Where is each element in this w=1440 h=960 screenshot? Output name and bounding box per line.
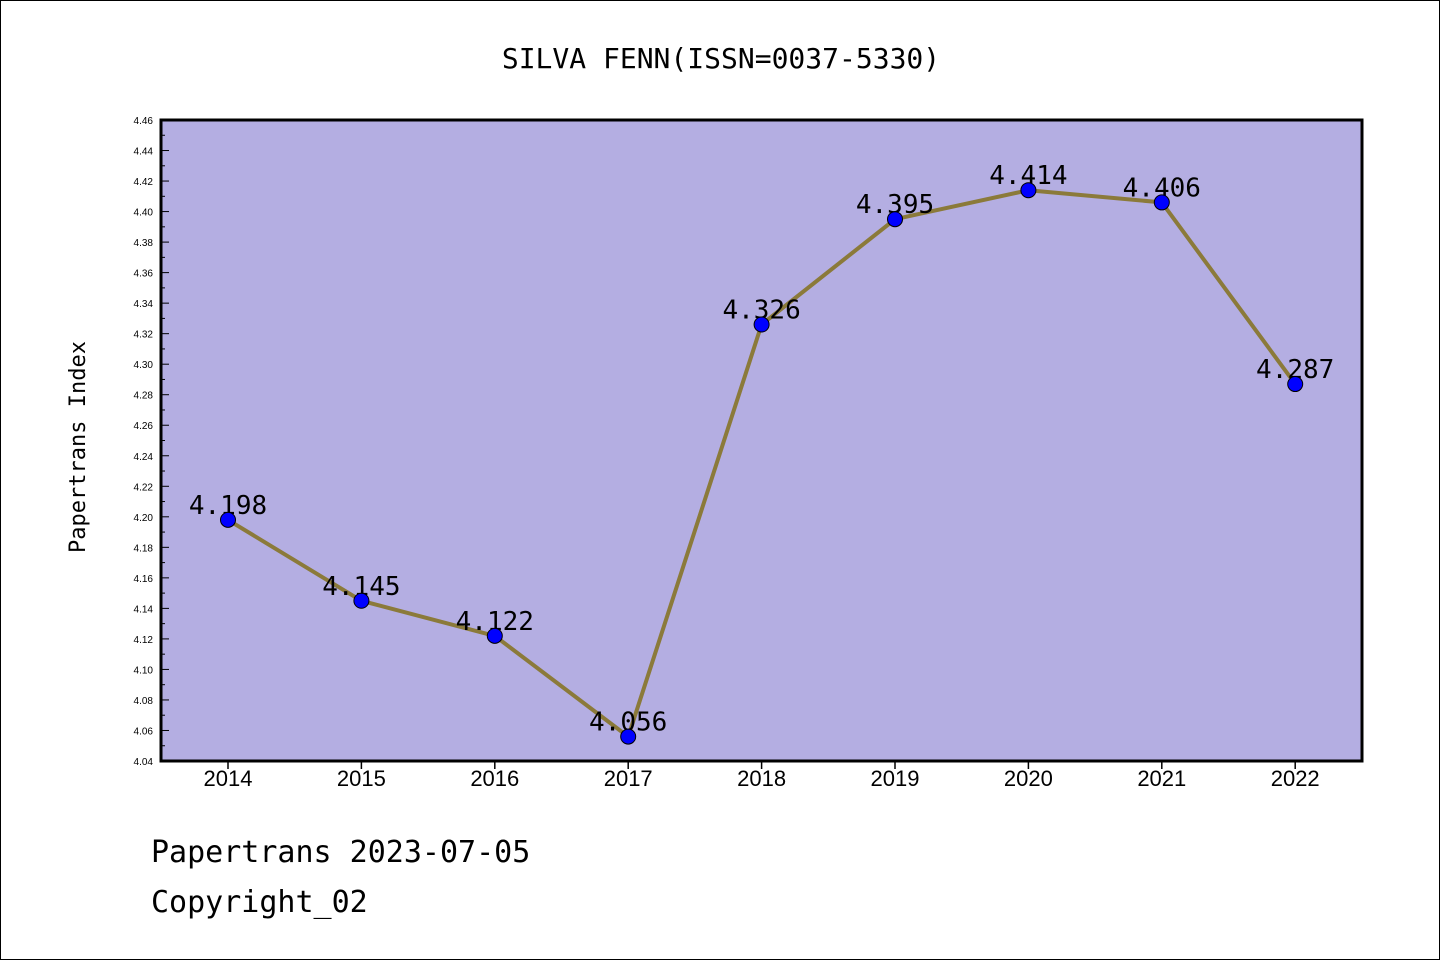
data-point bbox=[220, 511, 236, 528]
y-tick-label: 4.18 bbox=[134, 543, 154, 554]
y-tick-label: 4.46 bbox=[134, 116, 154, 127]
x-tick-label: 2018 bbox=[737, 766, 786, 791]
y-tick-label: 4.04 bbox=[134, 757, 154, 768]
y-axis-label: Papertrans Index bbox=[66, 341, 91, 553]
y-axis: 4.04 4.06 4.08 4.10 4.12 4.14 4.16 4.18 4.20 4.22… bbox=[134, 116, 169, 768]
y-tick-label: 4.36 bbox=[134, 269, 154, 280]
y-tick-label: 4.08 bbox=[134, 696, 154, 707]
y-tick-label: 4.30 bbox=[134, 360, 154, 371]
plot-area bbox=[159, 118, 1364, 763]
data-point bbox=[1020, 182, 1037, 199]
data-point bbox=[620, 728, 637, 745]
data-point bbox=[353, 592, 370, 609]
y-tick-label: 4.20 bbox=[134, 513, 154, 524]
y-tick-label: 4.26 bbox=[134, 421, 154, 432]
y-tick-label: 4.24 bbox=[134, 452, 154, 463]
y-tick-label: 4.42 bbox=[134, 177, 154, 188]
x-tick-label: 2015 bbox=[337, 766, 386, 791]
y-tick-label: 4.28 bbox=[134, 391, 154, 402]
y-tick-label: 4.34 bbox=[134, 299, 154, 310]
chart-title: SILVA FENN(ISSN=0037-5330) bbox=[502, 42, 940, 75]
y-tick-label: 4.14 bbox=[134, 604, 154, 615]
footer-date: Papertrans 2023-07-05 bbox=[151, 835, 531, 870]
y-tick-label: 4.22 bbox=[134, 482, 154, 493]
y-tick-label: 4.10 bbox=[134, 665, 154, 676]
data-point bbox=[1287, 376, 1304, 393]
x-axis: 2014 2015 2016 2017 2018 2019 2020 2021 2022 bbox=[204, 761, 1320, 791]
y-tick-label: 4.16 bbox=[134, 574, 154, 585]
data-point bbox=[887, 211, 903, 228]
y-tick-label: 4.06 bbox=[134, 726, 154, 737]
y-tick-label: 4.38 bbox=[134, 238, 154, 249]
x-tick-label: 2014 bbox=[204, 766, 253, 791]
data-point bbox=[1153, 194, 1170, 211]
x-tick-label: 2022 bbox=[1271, 766, 1320, 791]
y-tick-label: 4.40 bbox=[134, 208, 154, 219]
x-tick-label: 2017 bbox=[604, 766, 653, 791]
data-point bbox=[486, 627, 503, 644]
x-tick-label: 2021 bbox=[1137, 766, 1186, 791]
y-tick-label: 4.32 bbox=[134, 330, 154, 341]
data-markers bbox=[220, 182, 1304, 745]
x-tick-label: 2016 bbox=[470, 766, 519, 791]
y-tick-label: 4.44 bbox=[134, 147, 154, 158]
data-point bbox=[753, 316, 770, 333]
footer-copyright: Copyright_02 bbox=[151, 885, 368, 920]
x-tick-label: 2020 bbox=[1004, 766, 1053, 791]
y-tick-label: 4.12 bbox=[134, 635, 154, 646]
x-tick-label: 2019 bbox=[871, 766, 920, 791]
